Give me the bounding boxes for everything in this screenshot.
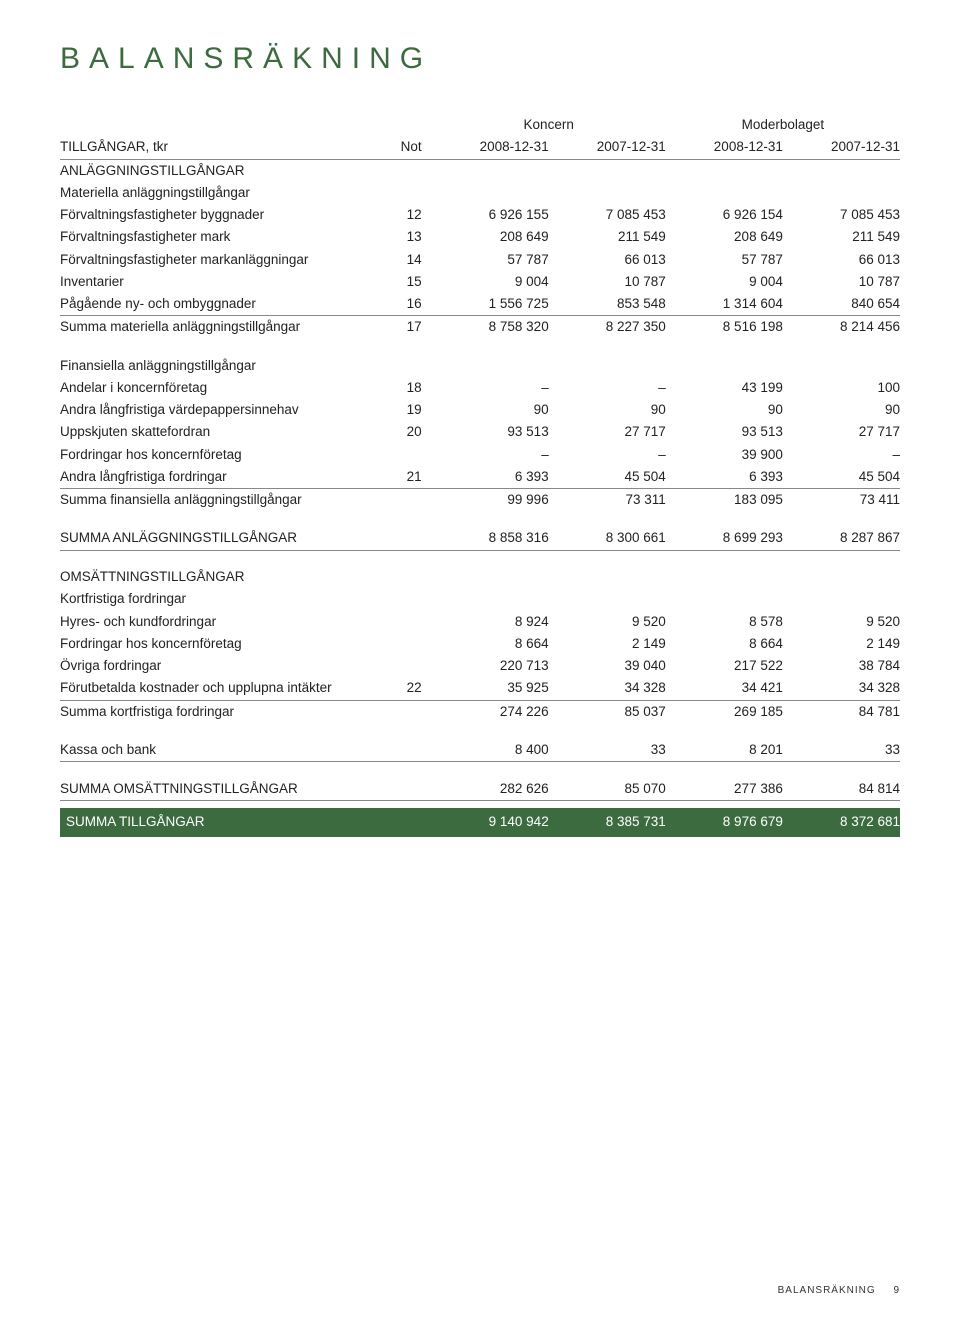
table-row: Andelar i koncernföretag 18 – – 43 199 1…: [60, 377, 900, 399]
col-header-label: TILLGÅNGAR, tkr: [60, 136, 376, 159]
table-row: Övriga fordringar 220 713 39 040 217 522…: [60, 655, 900, 677]
table-row: Andra långfristiga fordringar 21 6 393 4…: [60, 466, 900, 489]
balance-sheet-table: Koncern Moderbolaget TILLGÅNGAR, tkr Not…: [60, 114, 900, 837]
col-header-m2: 2007-12-31: [783, 136, 900, 159]
sum-row-mat: Summa materiella anläggningstillgångar 1…: [60, 316, 900, 339]
table-row: Fordringar hos koncernföretag – – 39 900…: [60, 444, 900, 466]
sum-row-fin: Summa finansiella anläggningstillgångar …: [60, 489, 900, 512]
sum-row-oms: SUMMA OMSÄTTNINGSTILLGÅNGAR 282 626 85 0…: [60, 778, 900, 801]
table-row: Förvaltningsfastigheter mark 13 208 649 …: [60, 226, 900, 248]
col-header-not: Not: [376, 136, 432, 159]
subsection-fin: Finansiella anläggningstillgångar: [60, 355, 376, 377]
subsection-mat: Materiella anläggningstillgångar: [60, 182, 376, 204]
table-row: Andra långfristiga värdepappersinnehav 1…: [60, 399, 900, 421]
sum-row-anl: SUMMA ANLÄGGNINGSTILLGÅNGAR 8 858 316 8 …: [60, 527, 900, 550]
table-row: Uppskjuten skattefordran 20 93 513 27 71…: [60, 421, 900, 443]
col-header-m1: 2008-12-31: [666, 136, 783, 159]
sum-row-kf: Summa kortfristiga fordringar 274 226 85…: [60, 700, 900, 723]
table-row: Förutbetalda kostnader och upplupna intä…: [60, 677, 900, 700]
page-title: BALANSRÄKNING: [60, 42, 900, 76]
section-anl: ANLÄGGNINGSTILLGÅNGAR: [60, 159, 376, 182]
footer-label: BALANSRÄKNING: [778, 1285, 876, 1296]
table-row: Inventarier 15 9 004 10 787 9 004 10 787: [60, 271, 900, 293]
table-row: Förvaltningsfastigheter markanläggningar…: [60, 249, 900, 271]
col-header-k1: 2008-12-31: [432, 136, 549, 159]
table-row: Förvaltningsfastigheter byggnader 12 6 9…: [60, 204, 900, 226]
group-koncern: Koncern: [432, 114, 666, 136]
row-kassa: Kassa och bank 8 400 33 8 201 33: [60, 739, 900, 762]
group-moderbolaget: Moderbolaget: [666, 114, 900, 136]
total-row: SUMMA TILLGÅNGAR 9 140 942 8 385 731 8 9…: [60, 808, 900, 836]
subsection-kf: Kortfristiga fordringar: [60, 588, 376, 610]
section-oms: OMSÄTTNINGSTILLGÅNGAR: [60, 566, 376, 588]
col-header-k2: 2007-12-31: [549, 136, 666, 159]
table-row: Pågående ny- och ombyggnader 16 1 556 72…: [60, 293, 900, 316]
table-row: Hyres- och kundfordringar 8 924 9 520 8 …: [60, 611, 900, 633]
page-footer: BALANSRÄKNING 9: [778, 1285, 900, 1296]
table-row: Fordringar hos koncernföretag 8 664 2 14…: [60, 633, 900, 655]
footer-page-number: 9: [893, 1285, 900, 1296]
